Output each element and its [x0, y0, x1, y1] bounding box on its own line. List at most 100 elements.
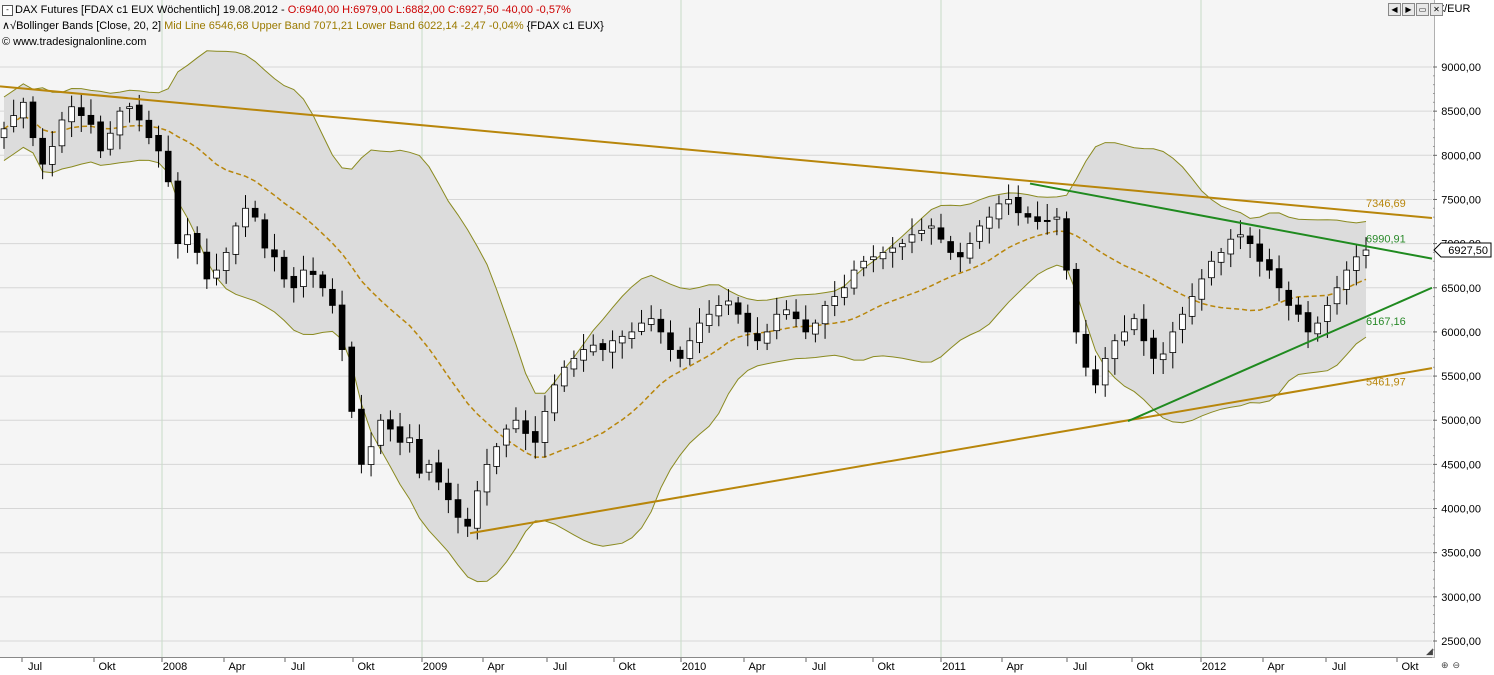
zoom-out-icon[interactable]: ⊖	[1452, 660, 1461, 670]
candle	[1343, 261, 1350, 305]
candle	[1285, 281, 1293, 321]
candle	[754, 317, 761, 351]
candle-body	[696, 322, 703, 343]
candle	[0, 121, 8, 149]
x-tick-label: Jul	[812, 661, 826, 673]
candle-body	[1043, 219, 1051, 222]
candle-body	[58, 119, 66, 147]
candle	[251, 200, 259, 222]
y-tick-label: 2500,00	[1441, 636, 1481, 648]
trendline	[1029, 182, 1433, 260]
candle-body	[377, 419, 385, 446]
candle-body	[329, 288, 336, 306]
candle	[1140, 304, 1148, 356]
trendline-label: 6990,91	[1366, 233, 1406, 245]
candle	[628, 322, 636, 349]
candle	[319, 271, 327, 297]
candle	[1237, 220, 1244, 250]
scroll-right-icon[interactable]: ▶	[1402, 3, 1415, 16]
candle-body	[667, 332, 674, 350]
candle	[773, 297, 781, 340]
candle	[29, 96, 37, 147]
candle	[164, 135, 172, 187]
candle-body	[174, 180, 182, 245]
candle-body	[445, 482, 452, 501]
candle-body	[77, 107, 85, 116]
zoom-in-icon[interactable]: ⊕	[1441, 660, 1449, 670]
candle	[222, 247, 230, 284]
bollinger-band	[3, 50, 1367, 583]
candle	[1169, 321, 1177, 369]
candle-body	[213, 269, 220, 279]
x-tick-label: Apr	[1267, 661, 1284, 673]
candle-body	[116, 110, 124, 136]
candle-body	[1140, 318, 1148, 342]
candle	[812, 319, 819, 343]
candle-body	[29, 101, 37, 139]
candle	[416, 424, 423, 479]
candle	[1188, 283, 1196, 325]
candle	[1295, 296, 1302, 322]
candle	[1353, 244, 1360, 286]
window-icon[interactable]: ▭	[1416, 3, 1429, 16]
header-line-copyright: © www.tradesignalonline.com	[2, 36, 147, 48]
candle-body	[870, 256, 877, 261]
chart-toolbar: ◀ ▶ ▭ ✕	[1388, 3, 1443, 16]
indicator-source: {FDAX c1 EUX}	[523, 20, 604, 32]
candle	[744, 304, 752, 347]
candle	[918, 218, 925, 242]
candle-body	[425, 463, 433, 473]
collapse-icon[interactable]: -	[2, 4, 13, 16]
candle-body	[850, 269, 858, 289]
candle-body	[976, 225, 983, 242]
candle	[1043, 203, 1051, 235]
candle	[1227, 229, 1235, 268]
x-tick-label: Okt	[357, 661, 374, 673]
candle	[203, 238, 211, 289]
header-line-bollinger: ∧√Bollinger Bands [Close, 20, 2] Mid Lin…	[2, 18, 604, 34]
band-fill	[4, 50, 1366, 582]
candle-body	[570, 358, 578, 370]
candle-body	[406, 437, 414, 443]
y-tick-label: 3500,00	[1441, 548, 1481, 560]
candle	[899, 238, 906, 260]
candle	[1324, 296, 1331, 338]
candle	[1266, 248, 1273, 279]
x-tick-label: Okt	[1401, 661, 1418, 673]
x-tick-label: Jul	[28, 661, 42, 673]
candle-body	[1256, 243, 1264, 262]
candle	[928, 218, 935, 245]
candle	[705, 300, 713, 333]
candle-body	[49, 146, 56, 165]
candle-body	[560, 366, 568, 387]
candle-body	[1237, 234, 1244, 238]
candle	[957, 242, 964, 273]
upper-band-line	[3, 50, 1367, 394]
scroll-left-icon[interactable]: ◀	[1388, 3, 1401, 16]
candle-body	[1314, 322, 1321, 335]
candle	[10, 99, 17, 133]
resize-corner-icon[interactable]: ◢	[1426, 646, 1433, 656]
candle	[502, 424, 510, 458]
candle	[1072, 263, 1080, 344]
candle-body	[1024, 213, 1032, 218]
candle-body	[1159, 353, 1167, 361]
candle-body	[551, 384, 558, 414]
x-tick-label: Jul	[553, 661, 567, 673]
instrument-label: DAX Futures [FDAX c1 EUX Wöchentlich] 19…	[15, 4, 288, 16]
candle-body	[879, 252, 887, 260]
candle	[348, 341, 356, 419]
close-icon[interactable]: ✕	[1430, 3, 1443, 16]
candle	[483, 448, 491, 506]
candle	[1198, 269, 1206, 311]
candle	[1362, 237, 1370, 269]
candle	[1111, 334, 1119, 375]
candle	[493, 442, 500, 475]
candle	[435, 449, 442, 491]
candle-body	[474, 490, 481, 529]
candle-body	[580, 349, 587, 361]
trendline	[469, 367, 1433, 535]
candle	[126, 102, 133, 123]
candle	[1101, 347, 1109, 397]
